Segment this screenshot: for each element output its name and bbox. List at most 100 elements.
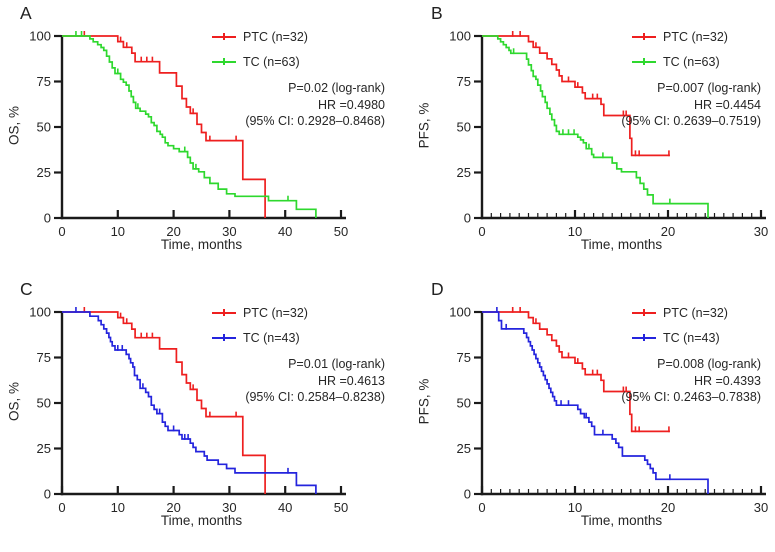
stats-block: P=0.01 (log-rank) HR =0.4613 (95% CI: 0.… <box>245 356 385 406</box>
y-tick-label: 100 <box>29 305 51 320</box>
km-curve-ptc <box>482 35 670 157</box>
km-curve-ptc <box>482 311 670 433</box>
censor-tick-icon <box>643 308 645 316</box>
stat-line-p: P=0.02 (log-rank) <box>288 81 385 95</box>
x-axis-title: Time, months <box>580 237 663 252</box>
y-tick-label: 50 <box>37 396 51 411</box>
panel-label-a: A <box>20 3 33 23</box>
y-tick-label: 100 <box>449 29 471 44</box>
km-chart-c: 0 10 20 30 40 50 0 25 50 75 100 <box>29 305 348 516</box>
panel-label-b: B <box>431 3 444 23</box>
stat-line-ci: (95% CI: 0.2584–0.8238) <box>245 390 385 404</box>
legend-item-ptc: PTC (n=32) <box>212 24 308 49</box>
x-tick-label: 10 <box>568 224 582 239</box>
y-axis-title: OS, % <box>6 382 22 422</box>
legend-item-ptc: PTC (n=32) <box>632 300 728 325</box>
panel-c: C 0 10 20 30 40 50 0 25 50 75 100 OS, % Time, mont… <box>0 276 388 552</box>
censor-tick-icon <box>643 32 645 40</box>
x-tick-label: 30 <box>754 500 768 515</box>
x-tick-label: 40 <box>278 224 292 239</box>
y-tick-label: 25 <box>457 165 471 180</box>
y-tick-label: 0 <box>464 211 471 226</box>
x-tick-label: 10 <box>568 500 582 515</box>
legend-item-label: PTC (n=32) <box>663 29 728 44</box>
legend-item-tc: TC (n=43) <box>212 325 308 350</box>
x-tick-label: 50 <box>334 224 348 239</box>
km-curve-ptc <box>62 35 266 218</box>
stat-line-ci: (95% CI: 0.2463–0.7838) <box>621 390 761 404</box>
legend-item-ptc: PTC (n=32) <box>212 300 308 325</box>
x-tick-label: 0 <box>478 224 485 239</box>
stat-line-ci: (95% CI: 0.2928–0.8468) <box>245 114 385 128</box>
legend-key-line-icon <box>632 32 656 40</box>
km-curve-tc <box>482 35 709 218</box>
panel-a: A 0 10 20 30 40 50 0 25 50 75 100 OS, % Time, mont… <box>0 0 388 276</box>
y-axis-title: PFS, % <box>416 102 432 149</box>
x-tick-label: 30 <box>754 224 768 239</box>
legend-key-line-icon <box>212 333 236 341</box>
legend-item-label: TC (n=63) <box>663 54 720 69</box>
x-tick-label: 20 <box>661 500 675 515</box>
legend-item-tc: TC (n=43) <box>632 325 728 350</box>
legend-item-label: TC (n=43) <box>663 330 720 345</box>
stat-line-p: P=0.008 (log-rank) <box>657 357 761 371</box>
km-curve-tc <box>482 311 709 494</box>
legend-key-line-icon <box>212 308 236 316</box>
y-tick-label: 25 <box>37 165 51 180</box>
y-tick-label: 100 <box>449 305 471 320</box>
stat-line-hr: HR =0.4393 <box>693 373 761 388</box>
x-tick-label: 0 <box>58 224 65 239</box>
km-chart-b: 0 10 20 30 0 25 50 75 100 <box>449 29 768 240</box>
x-tick-label: 0 <box>478 500 485 515</box>
legend-key-line-icon <box>632 333 656 341</box>
km-curve-ptc <box>62 311 266 494</box>
legend-key-line-icon <box>212 32 236 40</box>
y-tick-label: 0 <box>44 211 51 226</box>
x-tick-label: 40 <box>278 500 292 515</box>
x-axis-title: Time, months <box>160 513 243 528</box>
y-axis-title: PFS, % <box>416 378 432 425</box>
x-tick-label: 30 <box>222 500 236 515</box>
legend-item-label: TC (n=43) <box>243 330 300 345</box>
x-tick-label: 50 <box>334 500 348 515</box>
censor-tick-icon <box>643 57 645 65</box>
km-chart-d: 0 10 20 30 0 25 50 75 100 <box>449 305 768 516</box>
y-tick-label: 50 <box>37 120 51 135</box>
x-tick-label: 10 <box>111 224 125 239</box>
km-curve-tc <box>62 35 317 218</box>
y-tick-label: 75 <box>37 350 51 365</box>
panel-label-c: C <box>20 279 34 299</box>
stat-line-hr: HR =0.4454 <box>693 97 761 112</box>
legend-key-line-icon <box>632 57 656 65</box>
legend-item-tc: TC (n=63) <box>632 49 728 74</box>
x-tick-label: 0 <box>58 500 65 515</box>
censor-tick-icon <box>643 333 645 341</box>
legend-item-label: PTC (n=32) <box>663 305 728 320</box>
legend-item-tc: TC (n=63) <box>212 49 308 74</box>
legend-key-line-icon <box>212 57 236 65</box>
stats-block: P=0.008 (log-rank) HR =0.4393 (95% CI: 0… <box>621 356 761 406</box>
stat-line-hr: HR =0.4980 <box>317 97 385 112</box>
legend: PTC (n=32) TC (n=43) <box>212 300 308 350</box>
y-tick-label: 75 <box>37 74 51 89</box>
panel-d: D 0 10 20 30 0 25 50 75 100 PFS, % Time, months … <box>387 276 775 552</box>
x-tick-label: 20 <box>166 224 180 239</box>
km-chart-a: 0 10 20 30 40 50 0 25 50 75 100 <box>29 29 348 240</box>
y-tick-label: 25 <box>37 441 51 456</box>
legend: PTC (n=32) TC (n=63) <box>632 24 728 74</box>
y-tick-label: 75 <box>457 74 471 89</box>
stat-line-p: P=0.01 (log-rank) <box>288 357 385 371</box>
panel-b: B 0 10 20 30 0 25 50 75 100 PFS, % Time, months … <box>387 0 775 276</box>
legend: PTC (n=32) TC (n=43) <box>632 300 728 350</box>
x-tick-label: 10 <box>111 500 125 515</box>
legend-item-label: PTC (n=32) <box>243 305 308 320</box>
y-tick-label: 100 <box>29 29 51 44</box>
legend-key-line-icon <box>632 308 656 316</box>
x-tick-label: 20 <box>166 500 180 515</box>
y-tick-label: 25 <box>457 441 471 456</box>
stat-line-hr: HR =0.4613 <box>317 373 385 388</box>
y-tick-label: 50 <box>457 396 471 411</box>
stat-line-p: P=0.007 (log-rank) <box>657 81 761 95</box>
x-tick-label: 30 <box>222 224 236 239</box>
panel-label-d: D <box>431 279 445 299</box>
